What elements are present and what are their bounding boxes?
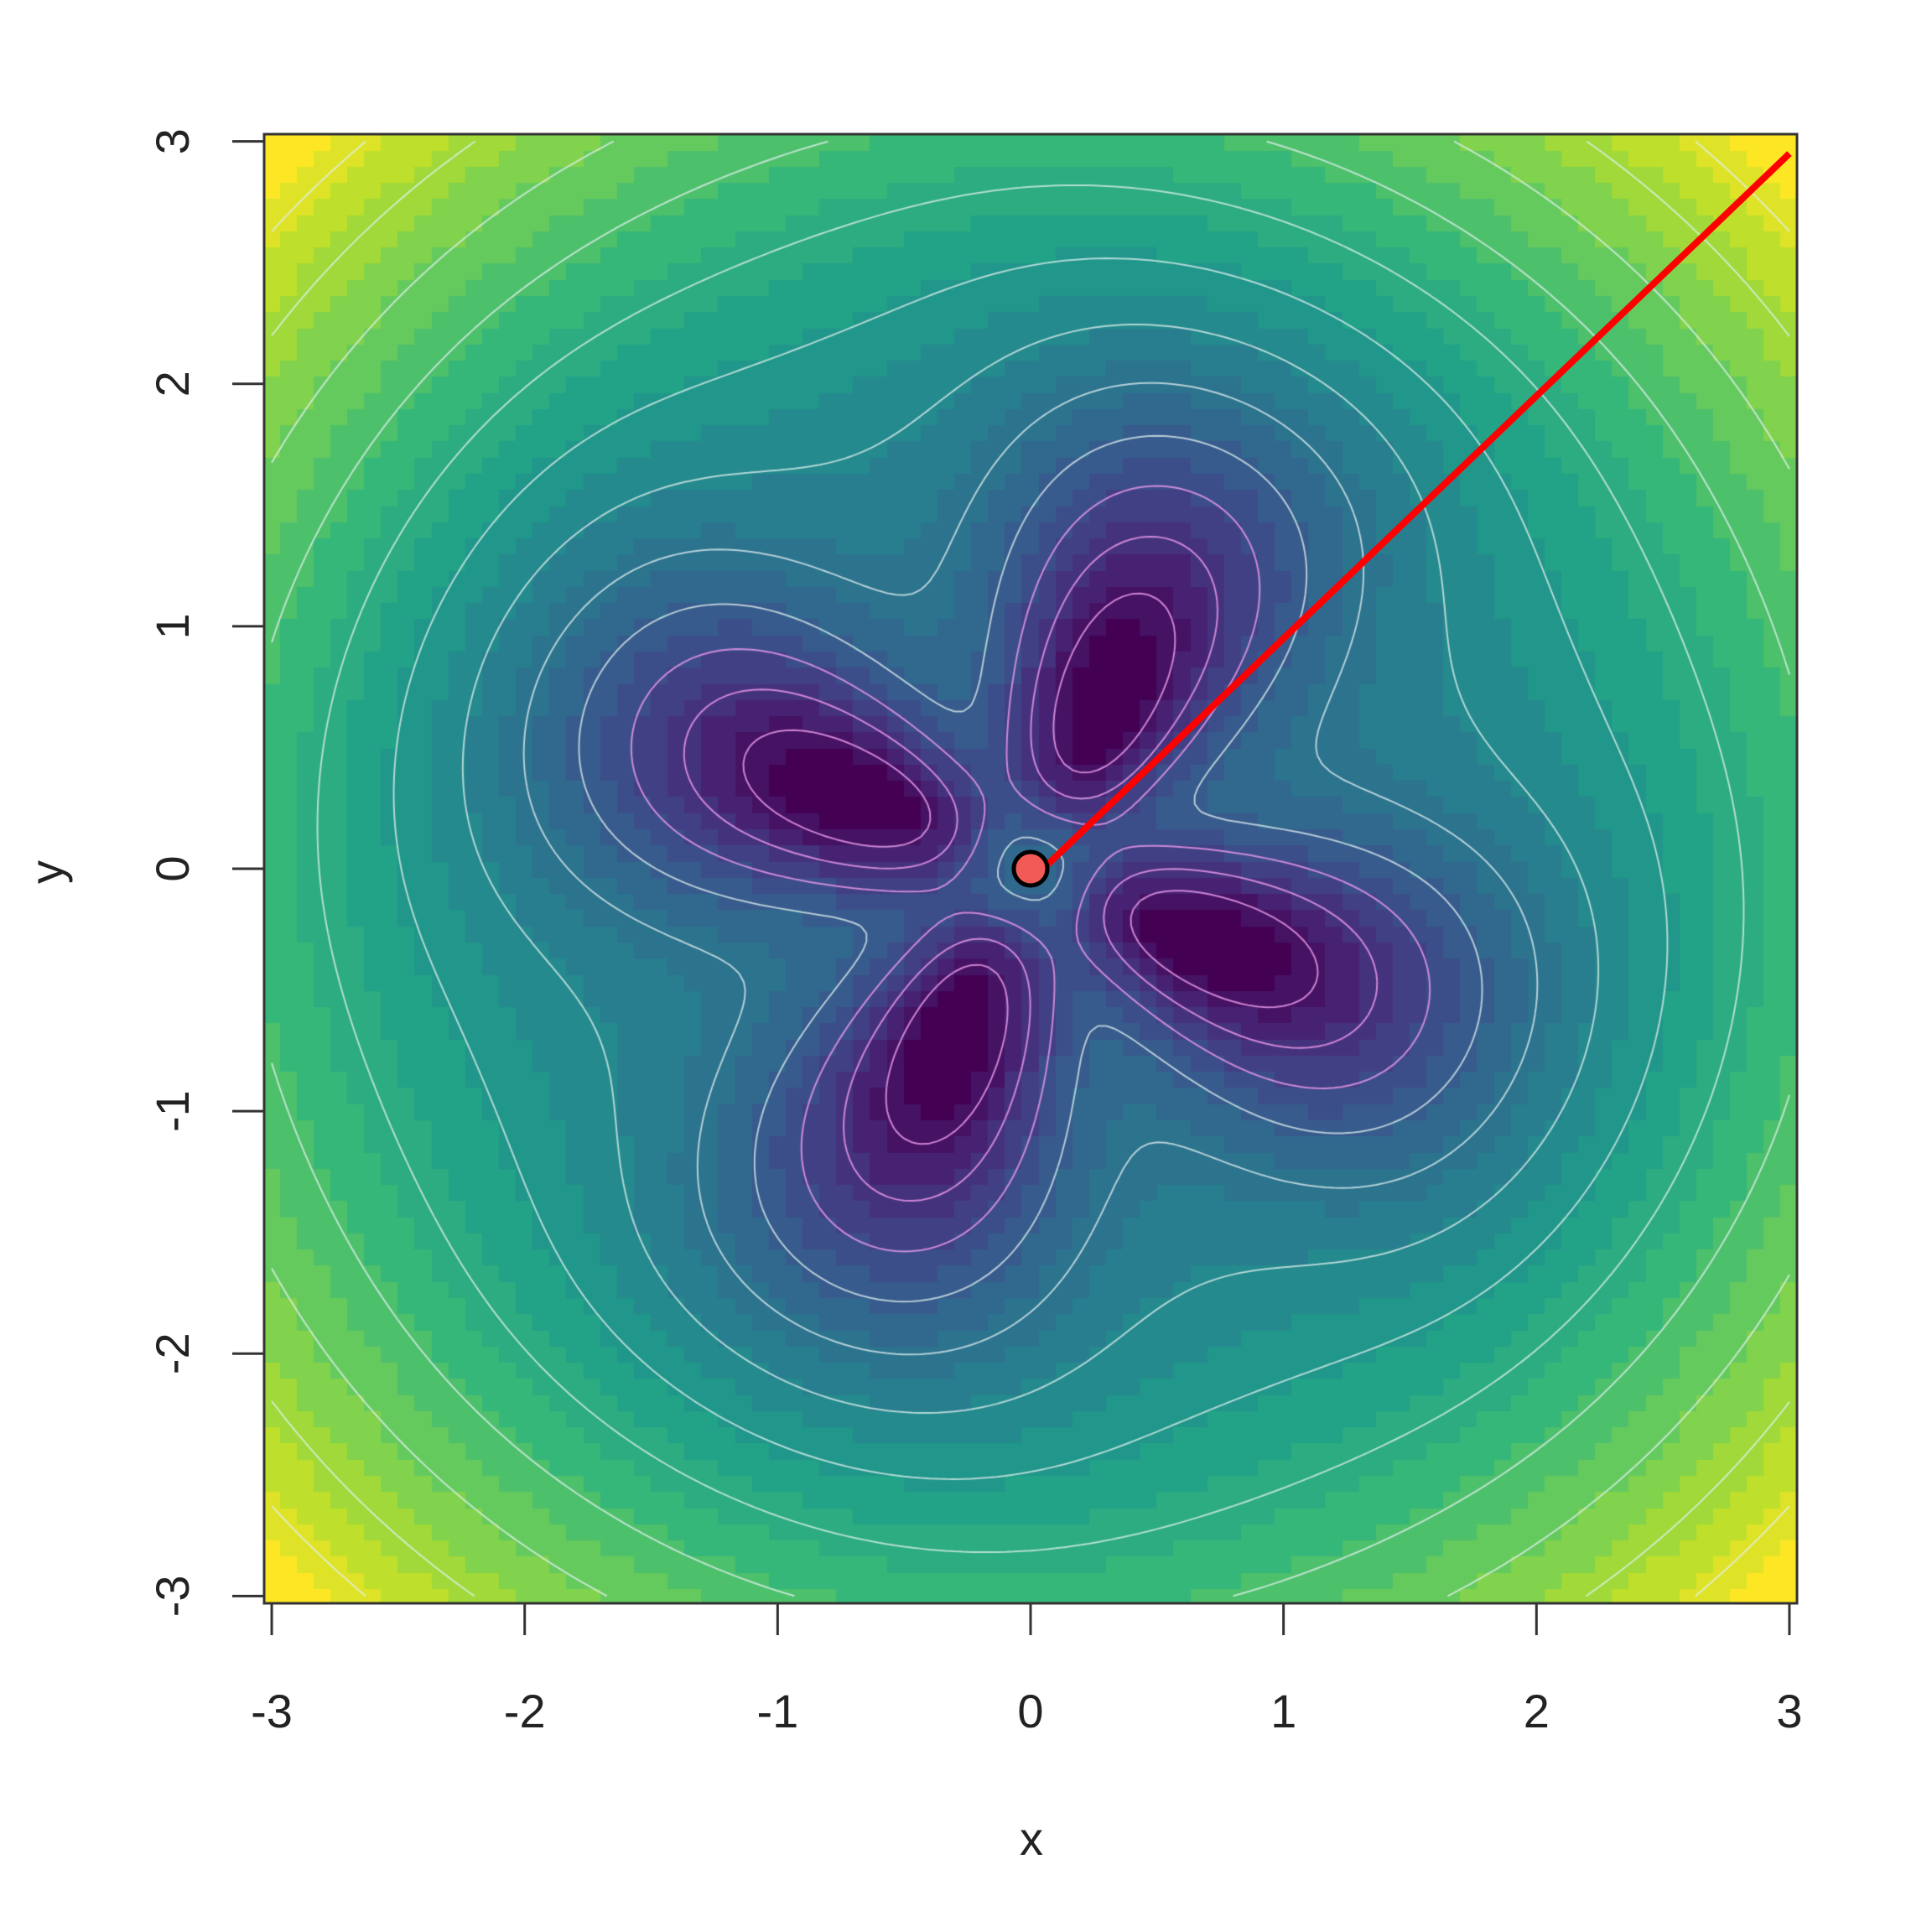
path-line [1041,151,1792,871]
x-tick-label: -2 [504,1685,546,1737]
y-axis-title: y [20,860,73,884]
y-tick-label: -3 [146,1575,199,1617]
marks-layer [1011,151,1792,888]
y-tick-label: 3 [146,128,199,154]
x-tick-label: -3 [251,1685,293,1737]
x-axis-title: x [1020,1812,1043,1865]
x-axis: -3 -2 -1 0 1 2 3 [251,1603,1803,1737]
x-tick-label: 0 [1017,1685,1043,1737]
y-tick-label: 0 [146,855,199,881]
point-marker [1011,849,1050,888]
y-tick-label: -1 [146,1090,199,1132]
y-tick-label: -2 [146,1332,199,1374]
y-tick-label: 1 [146,613,199,639]
x-tick-label: 3 [1776,1685,1802,1737]
x-tick-label: 2 [1524,1685,1550,1737]
y-axis: -3 -2 -1 0 1 2 3 [146,128,264,1617]
x-tick-label: 1 [1270,1685,1296,1737]
x-tick-label: -1 [756,1685,798,1737]
y-tick-label: 2 [146,371,199,397]
